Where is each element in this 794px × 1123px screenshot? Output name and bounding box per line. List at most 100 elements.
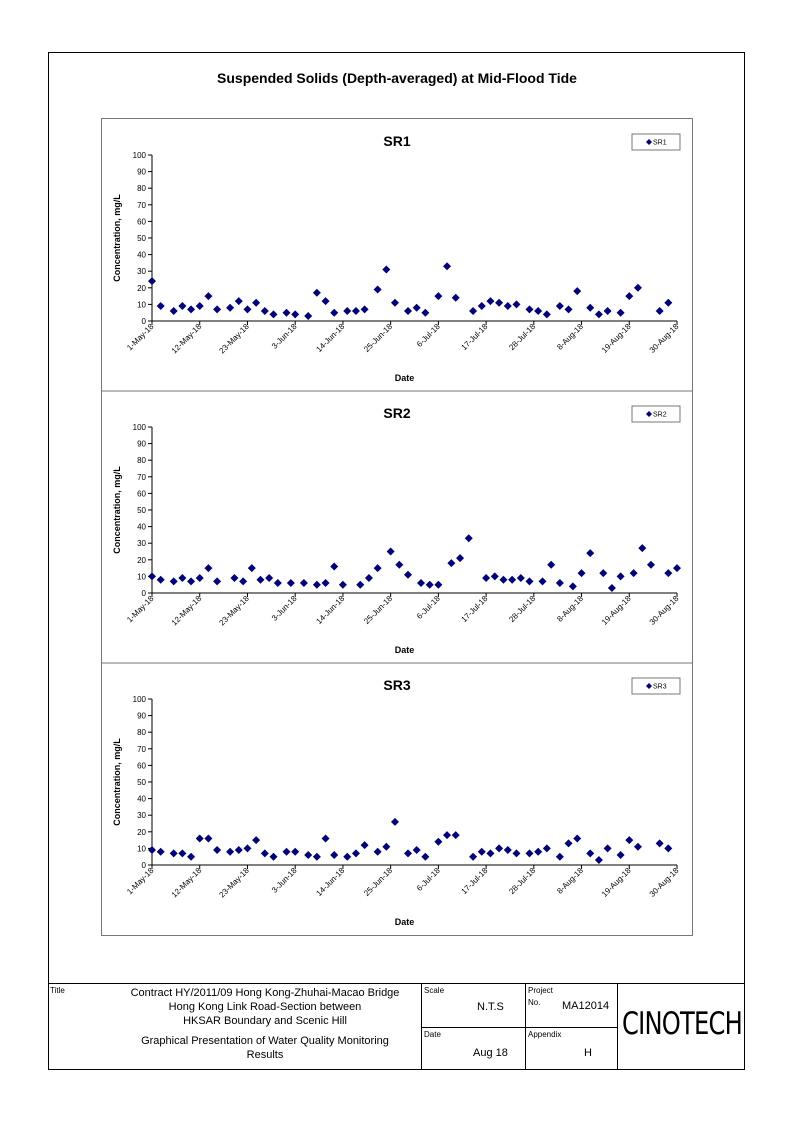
y-tick-label: 60 xyxy=(137,761,146,770)
data-point xyxy=(273,579,282,588)
data-point xyxy=(230,574,239,583)
data-point xyxy=(525,849,534,858)
data-point xyxy=(178,302,187,311)
y-axis-label: Concentration, mg/L xyxy=(112,466,122,554)
data-point xyxy=(664,569,673,578)
project-label: Project xyxy=(528,986,553,995)
x-axis-label: Date xyxy=(395,373,415,383)
appendix-value: H xyxy=(584,1047,592,1059)
y-tick-label: 80 xyxy=(137,184,146,193)
data-point xyxy=(633,283,642,292)
data-point xyxy=(594,856,603,865)
title-block: Title Contract HY/2011/09 Hong Kong-Zhuh… xyxy=(48,983,745,1070)
data-point xyxy=(555,579,564,588)
data-point xyxy=(239,577,248,586)
data-point xyxy=(360,841,369,850)
data-point xyxy=(512,849,521,858)
data-point xyxy=(538,577,547,586)
data-point xyxy=(330,562,339,571)
x-tick-label: 1-May-18 xyxy=(125,322,156,353)
data-point xyxy=(421,852,430,861)
data-point xyxy=(343,307,352,316)
data-point xyxy=(178,574,187,583)
x-tick-label: 25-Jun-18 xyxy=(362,594,394,626)
data-point xyxy=(213,305,222,314)
data-point xyxy=(573,287,582,296)
x-tick-label: 28-Jul-18 xyxy=(507,322,537,352)
data-point xyxy=(673,564,681,573)
data-point xyxy=(469,852,478,861)
data-point xyxy=(291,310,300,319)
y-tick-label: 0 xyxy=(142,589,147,598)
data-point xyxy=(187,305,196,314)
title-label: Title xyxy=(50,986,65,995)
data-point xyxy=(412,846,421,855)
y-tick-label: 20 xyxy=(137,556,146,565)
data-point xyxy=(247,564,256,573)
y-tick-label: 50 xyxy=(137,506,146,515)
x-tick-label: 12-May-18 xyxy=(170,594,204,628)
data-point xyxy=(542,310,551,319)
data-point xyxy=(577,569,586,578)
legend-box xyxy=(631,677,681,695)
data-point xyxy=(204,834,213,843)
data-point xyxy=(655,839,664,848)
data-point xyxy=(252,298,261,307)
data-point xyxy=(356,580,365,589)
y-tick-label: 70 xyxy=(137,201,146,210)
data-point xyxy=(655,307,664,316)
data-point xyxy=(625,292,634,301)
data-point xyxy=(304,851,313,860)
chart-title: SR3 xyxy=(383,677,410,693)
x-tick-label: 28-Jul-18 xyxy=(507,866,537,896)
data-point xyxy=(243,305,252,314)
data-point xyxy=(434,292,443,301)
x-tick-label: 25-Jun-18 xyxy=(362,322,394,354)
data-point xyxy=(607,584,616,593)
x-tick-label: 17-Jul-18 xyxy=(460,322,490,352)
data-point xyxy=(490,572,499,581)
data-point xyxy=(269,310,278,319)
y-tick-label: 70 xyxy=(137,745,146,754)
data-point xyxy=(286,579,295,588)
data-point xyxy=(252,836,261,845)
x-tick-label: 30-Aug-18 xyxy=(648,322,681,355)
data-point xyxy=(291,847,300,856)
x-tick-label: 23-May-18 xyxy=(217,866,251,900)
data-point xyxy=(373,564,382,573)
x-axis-label: Date xyxy=(395,645,415,655)
date-label: Date xyxy=(424,1030,441,1039)
scale-label: Scale xyxy=(424,986,445,995)
data-point xyxy=(586,303,595,312)
data-point xyxy=(425,580,434,589)
description-line: Graphical Presentation of Water Quality … xyxy=(141,1035,389,1047)
data-point xyxy=(443,831,452,840)
project-no-label: No. xyxy=(528,998,541,1007)
y-tick-label: 50 xyxy=(137,778,146,787)
data-point xyxy=(412,303,421,312)
data-point xyxy=(351,307,360,316)
data-point xyxy=(456,554,465,563)
x-tick-label: 6-Jul-18 xyxy=(415,322,442,349)
data-point xyxy=(646,560,655,569)
date-value: Aug 18 xyxy=(473,1047,508,1059)
chart-title: SR2 xyxy=(383,405,410,421)
y-tick-label: 0 xyxy=(142,317,147,326)
data-point xyxy=(534,307,543,316)
x-tick-label: 8-Aug-18 xyxy=(555,594,585,624)
data-point xyxy=(451,831,460,840)
data-point xyxy=(386,547,395,556)
data-point xyxy=(148,277,156,286)
data-point xyxy=(443,262,452,271)
data-point xyxy=(351,849,360,858)
x-tick-label: 12-May-18 xyxy=(170,866,204,900)
legend-marker xyxy=(646,411,652,417)
data-point xyxy=(603,844,612,853)
y-tick-label: 10 xyxy=(137,572,146,581)
data-point xyxy=(555,852,564,861)
data-point xyxy=(477,302,486,311)
x-tick-label: 8-Aug-18 xyxy=(555,866,585,896)
data-point xyxy=(525,305,534,314)
data-point xyxy=(503,302,512,311)
